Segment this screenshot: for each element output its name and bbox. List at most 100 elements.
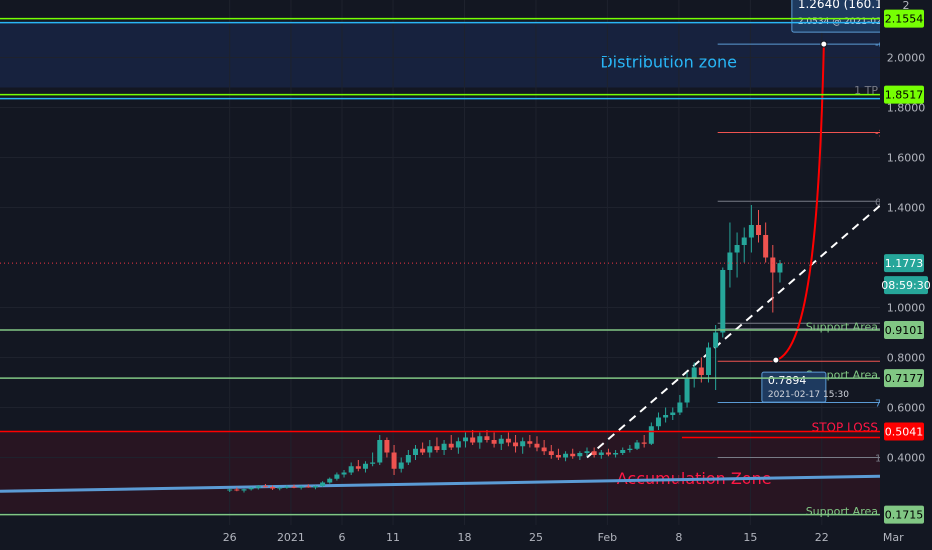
entry-callout-box [761, 371, 827, 403]
candle-body [541, 447, 547, 452]
zone-accumulation [0, 431, 880, 513]
candle-body [255, 486, 261, 488]
annotation-label: Support Area [806, 320, 878, 333]
y-tick-label: 1.8000 [887, 102, 926, 115]
candle-body [377, 440, 383, 463]
price-badge [884, 422, 924, 441]
candle-body [334, 474, 340, 479]
candle-body [248, 487, 254, 490]
y-axis: USDT20.40000.60000.80001.00001.40001.600… [880, 0, 932, 550]
y-tick-label: 1.6000 [887, 152, 926, 165]
x-tick-label: 25 [529, 531, 543, 544]
candle-body [227, 489, 233, 491]
candle-body [448, 443, 454, 448]
candle-body [305, 486, 311, 488]
candle-body [398, 462, 404, 469]
candle-body [355, 466, 361, 469]
price-badge-label: 1.8517 [885, 89, 924, 102]
candle-body [312, 486, 318, 488]
candle-body [362, 463, 368, 469]
candle-body [777, 263, 783, 273]
candle-body [663, 415, 669, 418]
y-tick-label: 0.8000 [887, 352, 926, 365]
price-badge-label: 2.1554 [885, 13, 924, 26]
y-tick-label: 2.0000 [887, 52, 926, 65]
countdown-badge [884, 276, 928, 295]
candle-body [655, 417, 661, 427]
candle-body [455, 441, 461, 448]
projection-curve [775, 44, 825, 362]
candle-body [613, 453, 619, 455]
candle-body [484, 436, 490, 440]
candle-body [370, 462, 376, 464]
price-badge [884, 505, 924, 524]
candle-body [520, 441, 526, 447]
entry-point [772, 356, 780, 364]
fib-level-label: -2 [875, 129, 885, 140]
fib-level-label: -0 [875, 40, 885, 51]
annotation-label: 1 TP [854, 84, 878, 97]
candle-body [527, 441, 533, 444]
candle-body [627, 448, 633, 450]
x-tick-label: Mar [883, 531, 904, 544]
entry-callout-line2: 2021-02-17 15:30 [768, 390, 849, 400]
candle-body [298, 486, 304, 488]
zone-label: Distribution zone [600, 53, 737, 72]
candle-body [691, 367, 697, 378]
candle-body [470, 437, 476, 443]
candle-body [441, 443, 447, 450]
x-tick-label: 6 [338, 531, 345, 544]
price-badge [884, 85, 924, 104]
candle-body [563, 453, 569, 458]
price-badge-label: 0.9101 [885, 324, 924, 337]
candle-body [734, 245, 740, 253]
candle-body [270, 487, 276, 489]
candle-body [412, 448, 418, 455]
price-badge [884, 369, 924, 388]
y-tick-label: 1.0000 [887, 302, 926, 315]
candle-body [741, 237, 747, 245]
candle-body [498, 438, 504, 444]
candle-body [605, 452, 611, 455]
candle-body [320, 482, 326, 486]
candle-body [348, 466, 354, 473]
x-axis: 26 2021 6 11 18 25 Feb 8 15 22 Mar [0, 525, 932, 550]
y-tick-label: 0.4000 [887, 452, 926, 465]
candle-body [491, 440, 497, 444]
x-tick-label: Feb [598, 531, 617, 544]
candle-body [277, 487, 283, 489]
candle-body [241, 489, 247, 491]
candle-body [555, 455, 561, 458]
x-tick-label: 15 [743, 531, 757, 544]
candle-body [577, 453, 583, 457]
candle-body [548, 451, 554, 455]
candle-body [427, 446, 433, 453]
price-badge [884, 9, 924, 28]
candle-body [477, 436, 483, 443]
candle-body [634, 442, 640, 449]
x-tick-label: 26 [223, 531, 237, 544]
x-tick-label: 22 [815, 531, 829, 544]
candle-body [770, 257, 776, 273]
entry-callout-line1: 0.7894 [768, 374, 807, 387]
y-tick-label: 2 [903, 0, 910, 12]
zones-layer: Distribution zoneAccumulation Zone [0, 22, 880, 513]
candle-body [513, 442, 519, 447]
candle-body [434, 446, 440, 450]
candle-body [284, 486, 290, 488]
price-badge-label: 0.1715 [885, 509, 924, 522]
candle-body [327, 478, 333, 483]
x-tick-label: 18 [458, 531, 472, 544]
candle-body [291, 486, 297, 488]
annotation-label: STOP LOSS [812, 421, 878, 435]
candle-body [463, 437, 469, 442]
candle-body [713, 332, 719, 348]
accumulation-trendline [0, 474, 881, 493]
candle-body [391, 452, 397, 469]
annotation-label: Support Area [806, 505, 878, 518]
y-axis-bg [880, 0, 932, 550]
price-badge-label: 0.7177 [885, 372, 924, 385]
x-tick-label: 11 [386, 531, 400, 544]
zone-distribution [0, 22, 880, 88]
